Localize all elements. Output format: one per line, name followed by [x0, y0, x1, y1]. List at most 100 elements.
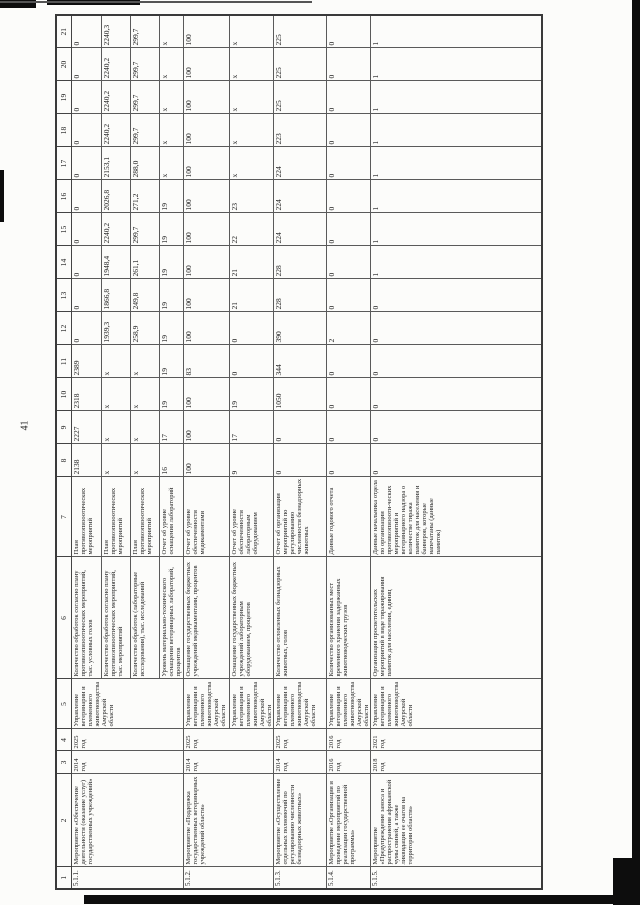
value-cell: 19 [159, 279, 183, 312]
value-cell: х [101, 411, 130, 444]
value-cell: 0 [229, 345, 273, 378]
value-cell: 83 [183, 345, 229, 378]
value-cell: 0 [71, 246, 101, 279]
value-cell: 100 [183, 411, 229, 444]
start-year-cell: 2014 год [273, 751, 326, 774]
value-cell: 0 [326, 246, 370, 279]
column-number-header: 11 [56, 345, 71, 378]
executor-cell: Управление ветеринарии и племенного живо… [71, 679, 183, 729]
value-cell: 0 [326, 378, 370, 411]
measure-name-cell: Мероприятие «Предупреждение заноса и рас… [370, 774, 542, 867]
column-number-header: 21 [56, 15, 71, 48]
measure-name-cell: Мероприятие «Поддержка государственных в… [183, 774, 273, 867]
value-cell: 299,7 [130, 114, 159, 147]
value-cell: 228 [273, 279, 326, 312]
measure-name-cell: Мероприятие «Обеспечение деятельности (о… [71, 774, 183, 867]
column-number-header: 1 [56, 867, 71, 889]
value-cell: 2240,2 [101, 114, 130, 147]
value-cell: 0 [326, 147, 370, 180]
column-number-header: 13 [56, 279, 71, 312]
value-cell: 100 [183, 213, 229, 246]
value-cell: х [130, 345, 159, 378]
value-cell: 0 [71, 48, 101, 81]
value-cell: 0 [71, 114, 101, 147]
value-cell: х [159, 15, 183, 48]
column-number-header: 4 [56, 729, 71, 751]
value-cell: х [229, 114, 273, 147]
value-cell: 1939,3 [101, 312, 130, 345]
column-number-header: 15 [56, 213, 71, 246]
value-cell: 225 [273, 48, 326, 81]
rotated-table-wrapper: 1 2 3 4 5 6 7 8 9 10 11 12 13 14 15 16 17 18 19 20 21 5.1.1. М… [55, 14, 543, 890]
end-year-cell: 2025 год [273, 729, 326, 751]
value-cell: 0 [326, 48, 370, 81]
value-cell: 224 [273, 180, 326, 213]
data-source-cell: Данные годового отчета [326, 477, 370, 557]
value-cell: 0 [71, 81, 101, 114]
value-cell: 261,1 [130, 246, 159, 279]
table-row: 5.1.4. Мероприятие «Организация и проведе… [326, 15, 370, 889]
row-number-cell: 5.1.3. [273, 867, 326, 889]
table-row: 5.1.3. Мероприятие «Осуществление отдельн… [273, 15, 326, 889]
value-cell: 100 [183, 180, 229, 213]
indicator-name-cell: Оснащение государственных бюджетных учре… [229, 557, 273, 679]
value-cell: 19 [229, 378, 273, 411]
value-cell: 258,9 [130, 312, 159, 345]
value-cell: 22 [229, 213, 273, 246]
end-year-cell: 2025 год [71, 729, 183, 751]
value-cell: 2153,1 [101, 147, 130, 180]
value-cell: 0 [326, 345, 370, 378]
scan-artifact-top-left [0, 0, 36, 8]
scan-artifact-bottom-bar [84, 895, 640, 904]
value-cell: 100 [183, 114, 229, 147]
column-number-header: 17 [56, 147, 71, 180]
end-year-cell: 2021 год [370, 729, 542, 751]
value-cell: 0 [370, 411, 542, 444]
value-cell: х [229, 147, 273, 180]
start-year-cell: 2018 год [370, 751, 542, 774]
value-cell: х [229, 15, 273, 48]
row-number-cell: 5.1.5. [370, 867, 542, 889]
value-cell: 228 [273, 246, 326, 279]
data-source-cell: Данные начальника отдела по организации … [370, 477, 542, 557]
value-cell: х [101, 378, 130, 411]
value-cell: 288,0 [130, 147, 159, 180]
value-cell: 0 [326, 15, 370, 48]
value-cell: 0 [71, 312, 101, 345]
value-cell: 100 [183, 312, 229, 345]
value-cell: 17 [229, 411, 273, 444]
value-cell: 2138 [71, 444, 101, 477]
row-number-cell: 5.1.4. [326, 867, 370, 889]
data-source-cell: План противоэпизоотических мероприятий [71, 477, 101, 557]
value-cell: 0 [229, 312, 273, 345]
table-rotation-frame: 1 2 3 4 5 6 7 8 9 10 11 12 13 14 15 16 17 18 19 20 21 5.1.1. М… [55, 14, 543, 890]
value-cell: 100 [183, 15, 229, 48]
column-number-header: 2 [56, 774, 71, 867]
value-cell: 0 [370, 345, 542, 378]
data-source-cell: Отчет об уровне обеспеченности лаборатор… [229, 477, 273, 557]
value-cell: 21 [229, 279, 273, 312]
indicator-name-cell: Оснащение государственных бюджетных учре… [183, 557, 229, 679]
column-number-header: 5 [56, 679, 71, 729]
value-cell: х [229, 81, 273, 114]
value-cell: 390 [273, 312, 326, 345]
value-cell: 0 [71, 15, 101, 48]
data-source-cell: Отчет об организации мероприятий по регу… [273, 477, 326, 557]
column-number-header: 14 [56, 246, 71, 279]
value-cell: 100 [183, 378, 229, 411]
column-number-header: 12 [56, 312, 71, 345]
data-source-cell: План противоэпизоотических мероприятий [101, 477, 130, 557]
value-cell: х [101, 444, 130, 477]
value-cell: 23 [229, 180, 273, 213]
executor-cell: Управление ветеринарии и племенного живо… [273, 679, 326, 729]
value-cell: 100 [183, 246, 229, 279]
value-cell: 224 [273, 213, 326, 246]
value-cell: 0 [273, 444, 326, 477]
value-cell: 225 [273, 15, 326, 48]
column-number-header: 8 [56, 444, 71, 477]
value-cell: 16 [159, 444, 183, 477]
value-cell: 9 [229, 444, 273, 477]
executor-cell: Управление ветеринарии и племенного живо… [183, 679, 229, 729]
value-cell: 0 [370, 312, 542, 345]
value-cell: 1 [370, 180, 542, 213]
